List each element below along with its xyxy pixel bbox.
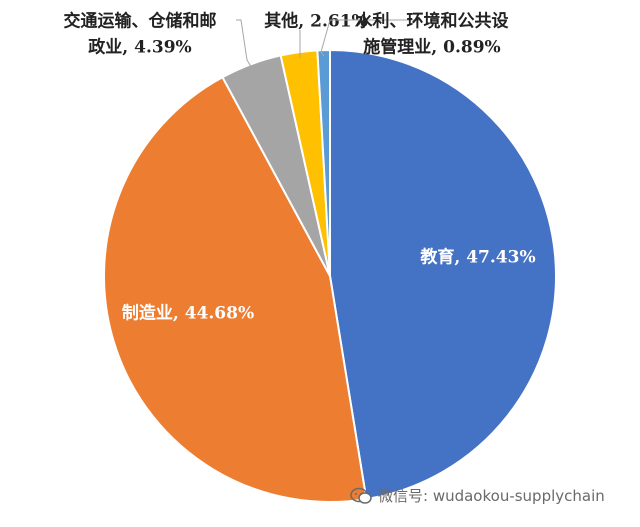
slice-data-label: 教育, 47.43% [419, 247, 535, 268]
wechat-icon [350, 487, 372, 504]
slice-data-label: 制造业, 44.68% [122, 303, 254, 324]
slice-data-label: 其他, 2.61% [264, 11, 367, 32]
pie-slice [316, 48, 331, 277]
leader-line [236, 19, 254, 71]
pie-slice [103, 75, 368, 503]
slice-data-label: 交通运输、仓储和邮 [64, 11, 217, 32]
leader-line [320, 19, 420, 57]
watermark: 微信号: wudaokou-supplychain [350, 485, 605, 506]
slice-data-label: 政业, 4.39% [88, 37, 191, 58]
watermark-text: 微信号: wudaokou-supplychain [378, 487, 605, 505]
slice-data-label: 施管理业, 0.89% [363, 37, 500, 58]
pie-slice [329, 48, 557, 501]
slice-data-label: 水利、环境和公共设 [356, 11, 509, 32]
